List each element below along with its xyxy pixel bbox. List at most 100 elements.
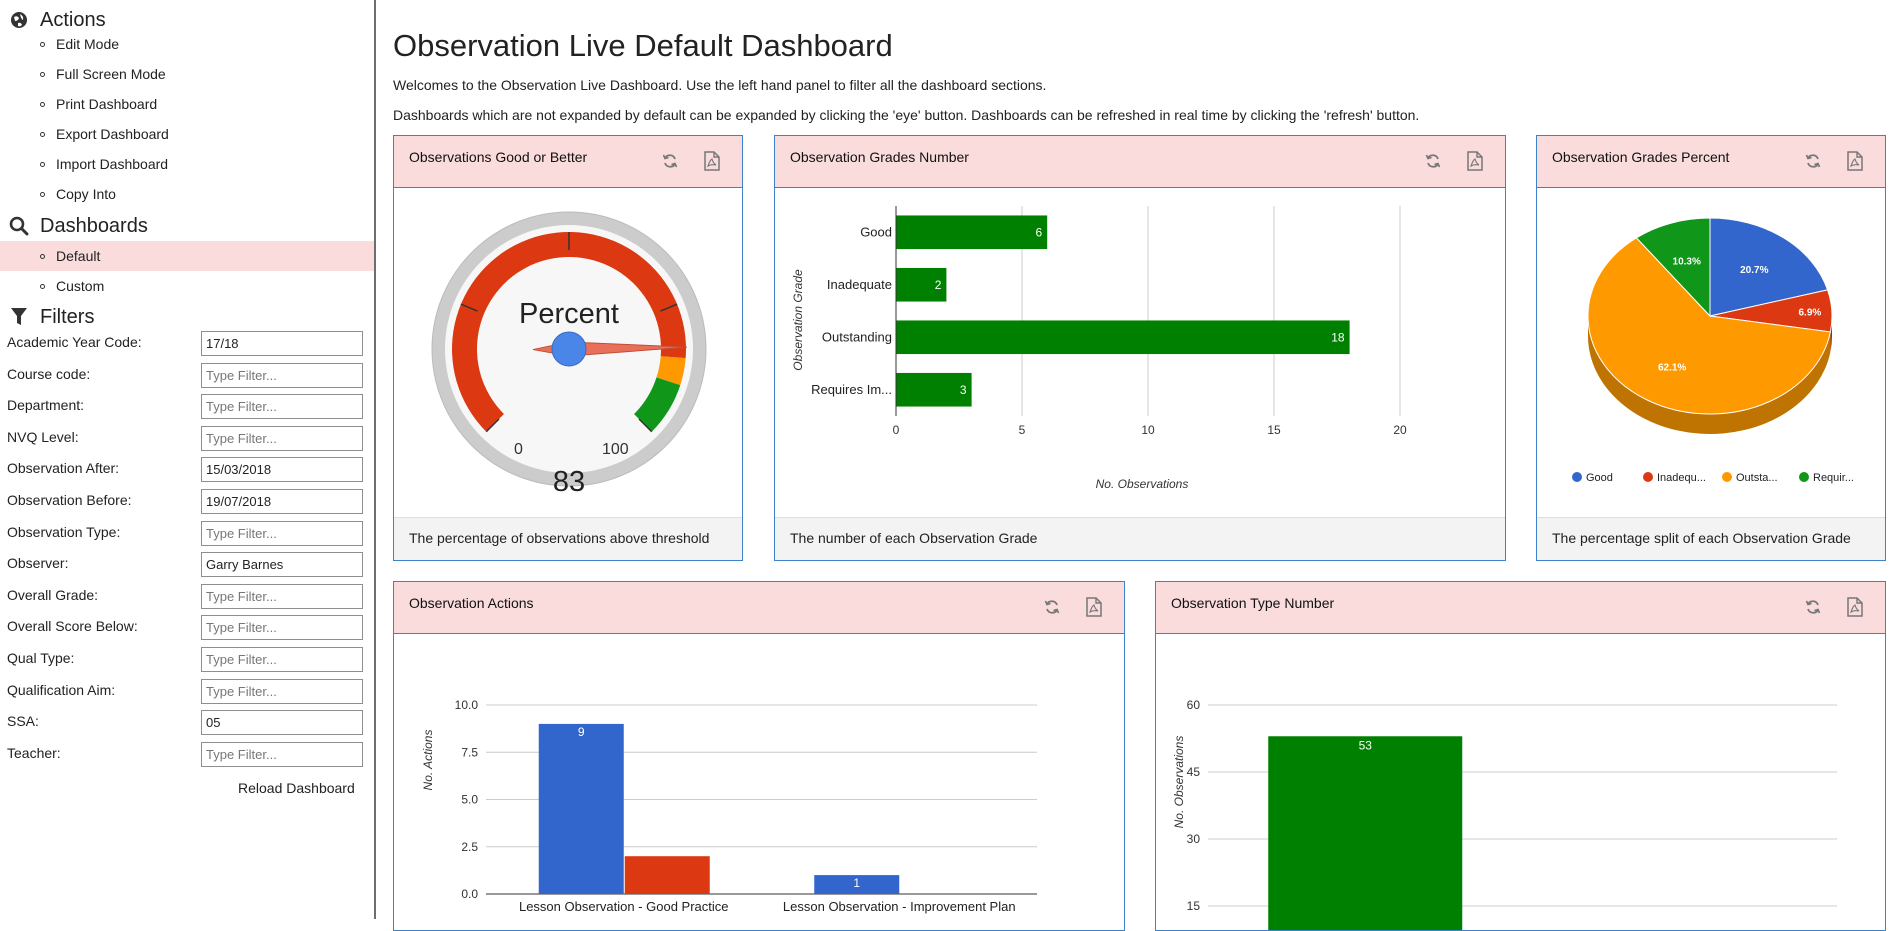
y-tick-label: Inadequate (827, 277, 892, 292)
bullet (40, 41, 45, 47)
globe-icon (8, 9, 30, 31)
intro-text: Welcomes to the Observation Live Dashboa… (393, 77, 1047, 93)
action-item-label: Export Dashboard (56, 126, 169, 142)
panel-header: Observations Good or Better (394, 136, 742, 188)
filter-input-qual-type[interactable] (201, 647, 363, 672)
panel-grades-number: Observation Grades Number Observation Gr… (774, 135, 1506, 561)
action-item-full-screen-mode[interactable]: Full Screen Mode (0, 59, 374, 89)
panel-title: Observation Grades Number (790, 149, 969, 165)
refresh-icon[interactable] (1423, 150, 1443, 172)
pdf-icon[interactable] (1845, 596, 1865, 618)
action-item-import-dashboard[interactable]: Import Dashboard (0, 149, 374, 179)
bar-value-label: 9 (578, 725, 585, 739)
bar-good[interactable] (896, 215, 1048, 250)
bar-requires-im[interactable] (896, 372, 972, 407)
gauge-tick (660, 303, 678, 312)
filter-input-observer[interactable] (201, 552, 363, 578)
gauge-band-2 (634, 377, 681, 432)
dashboard-item-default[interactable]: Default (0, 241, 374, 271)
x-axis-label: No. Observations (1096, 477, 1189, 491)
filter-input-academic-year-code[interactable] (201, 331, 363, 356)
legend-marker (1722, 472, 1732, 482)
sidebar: Actions Edit Mode Full Screen Mode Print D… (0, 0, 376, 919)
bar-value-label: 3 (960, 383, 967, 397)
bar-lesson-observation-improvement-plan-series-0[interactable] (814, 875, 900, 894)
pie-slice-requir[interactable] (1635, 217, 1711, 318)
dashboards-header[interactable]: Dashboards (8, 213, 148, 239)
bar-outstanding[interactable] (896, 320, 1350, 355)
refresh-icon[interactable] (1803, 596, 1823, 618)
x-tick-label: 15 (1267, 423, 1281, 437)
action-item-copy-into[interactable]: Copy Into (0, 179, 374, 209)
bar-0[interactable] (1268, 736, 1463, 931)
legend-label: Inadequ... (1657, 472, 1706, 484)
filter-label: Course code: (7, 365, 91, 382)
bar-value-label: 53 (1359, 738, 1373, 752)
panel-good-or-better: Observations Good or Better Percent 0 10… (393, 135, 743, 561)
filter-label: Department: (7, 397, 85, 414)
bar-value-label: 1 (853, 876, 860, 890)
filter-input-observation-type[interactable] (201, 520, 363, 546)
action-item-print-dashboard[interactable]: Print Dashboard (0, 89, 374, 119)
filter-label: NVQ Level: (7, 428, 79, 445)
filter-row-nvq-level: NVQ Level: (7, 425, 367, 452)
filter-row-observation-type: Observation Type: (7, 520, 367, 547)
filter-icon (8, 306, 30, 328)
y-tick-label: Good (860, 224, 892, 239)
filter-label: Overall Score Below: (7, 618, 138, 635)
filter-label: Observation Before: (7, 492, 132, 508)
filter-label: Academic Year Code: (7, 334, 142, 350)
reload-dashboard-button[interactable]: Reload Dashboard (238, 780, 355, 796)
dashboard-item-custom[interactable]: Custom (0, 271, 374, 301)
refresh-icon[interactable] (660, 150, 680, 172)
pdf-icon[interactable] (702, 150, 722, 172)
actions-header[interactable]: Actions (8, 7, 106, 33)
bar-lesson-observation-good-practice-series-1[interactable] (624, 856, 710, 894)
y-axis-label: No. Actions (421, 730, 435, 791)
bullet (40, 101, 45, 107)
filter-row-department: Department: (7, 394, 367, 420)
refresh-icon[interactable] (1042, 596, 1062, 618)
gauge-label: Percent (519, 298, 619, 330)
pdf-icon[interactable] (1465, 150, 1485, 172)
observation-actions-chart: No. Actions 0.0 2.5 5.0 7.5 10.0 9 Lesson Obse… (421, 698, 1037, 914)
panel-title: Observation Type Number (1171, 595, 1335, 611)
gauge-needle-hub (551, 331, 587, 367)
gauge-max-label: 100 (602, 441, 629, 458)
pdf-icon[interactable] (1084, 596, 1104, 618)
filter-input-nvq-level[interactable] (201, 425, 363, 451)
filter-input-overall-grade[interactable] (201, 583, 363, 609)
observation-type-chart: No. Observations 15304560533 (1172, 698, 1837, 931)
filter-label: SSA: (7, 713, 39, 730)
filter-row-academic-year-code: Academic Year Code: (7, 331, 367, 357)
action-item-export-dashboard[interactable]: Export Dashboard (0, 119, 374, 149)
y-tick-label: 2.5 (461, 840, 478, 854)
legend-label: Requir... (1813, 472, 1854, 484)
filter-input-observation-before[interactable] (201, 489, 363, 514)
filter-input-observation-after[interactable] (201, 457, 363, 483)
pie-slice-outsta[interactable] (1587, 237, 1831, 415)
filter-input-course-code[interactable] (201, 362, 363, 388)
bar-lesson-observation-good-practice-series-0[interactable] (538, 723, 624, 894)
filter-input-teacher[interactable] (201, 741, 363, 767)
filter-input-ssa[interactable] (201, 710, 363, 736)
filter-input-qualification-aim[interactable] (201, 678, 363, 704)
filters-header[interactable]: Filters (8, 304, 94, 330)
action-item-edit-mode[interactable]: Edit Mode (0, 29, 374, 59)
filter-row-ssa: SSA: (7, 710, 367, 736)
pdf-icon[interactable] (1845, 150, 1865, 172)
filter-input-department[interactable] (201, 394, 363, 420)
filter-label: Qualification Aim: (7, 681, 116, 698)
x-tick-label: 20 (1393, 423, 1407, 437)
bar-value-label: 18 (1331, 330, 1345, 344)
filter-label: Qual Type: (7, 650, 75, 666)
bullet (40, 253, 45, 259)
bar-inadequate[interactable] (896, 267, 947, 302)
gauge-chart: Percent 0 100 83 (431, 211, 707, 498)
refresh-icon[interactable] (1803, 150, 1823, 172)
pie-slice-label: 20.7% (1740, 265, 1768, 276)
action-item-label: Print Dashboard (56, 96, 158, 112)
pie-slice-good[interactable] (1709, 217, 1829, 317)
filter-input-overall-score-below[interactable] (201, 615, 363, 641)
panel-header: Observation Actions (394, 582, 1124, 634)
